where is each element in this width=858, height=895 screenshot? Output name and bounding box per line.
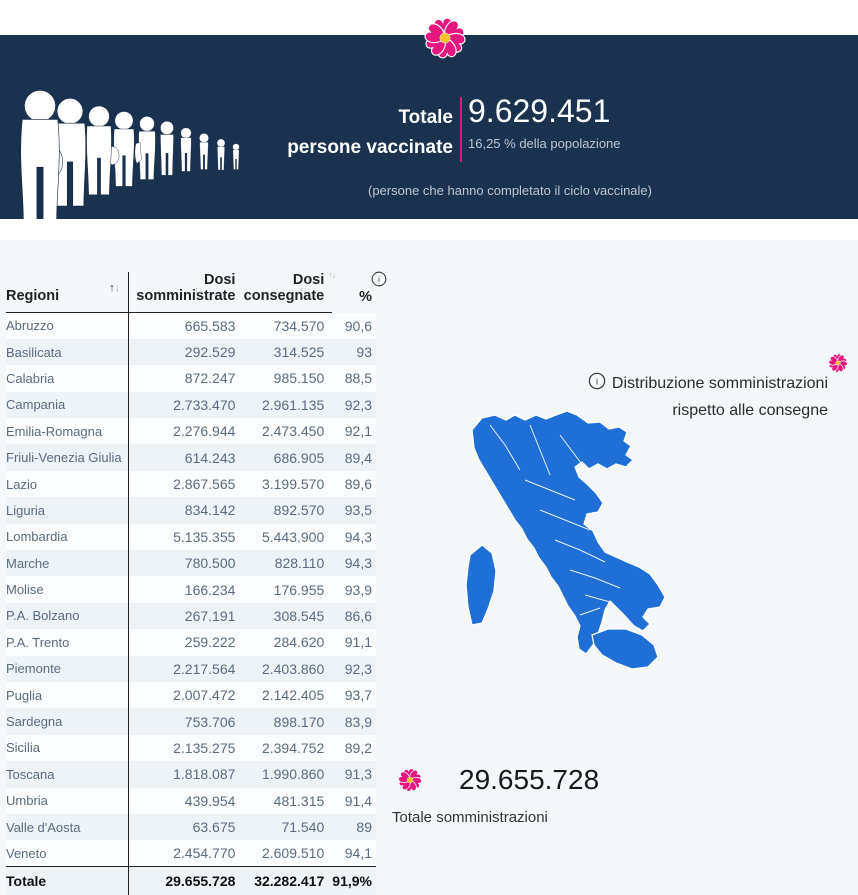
svg-text:i: i [378,275,380,284]
